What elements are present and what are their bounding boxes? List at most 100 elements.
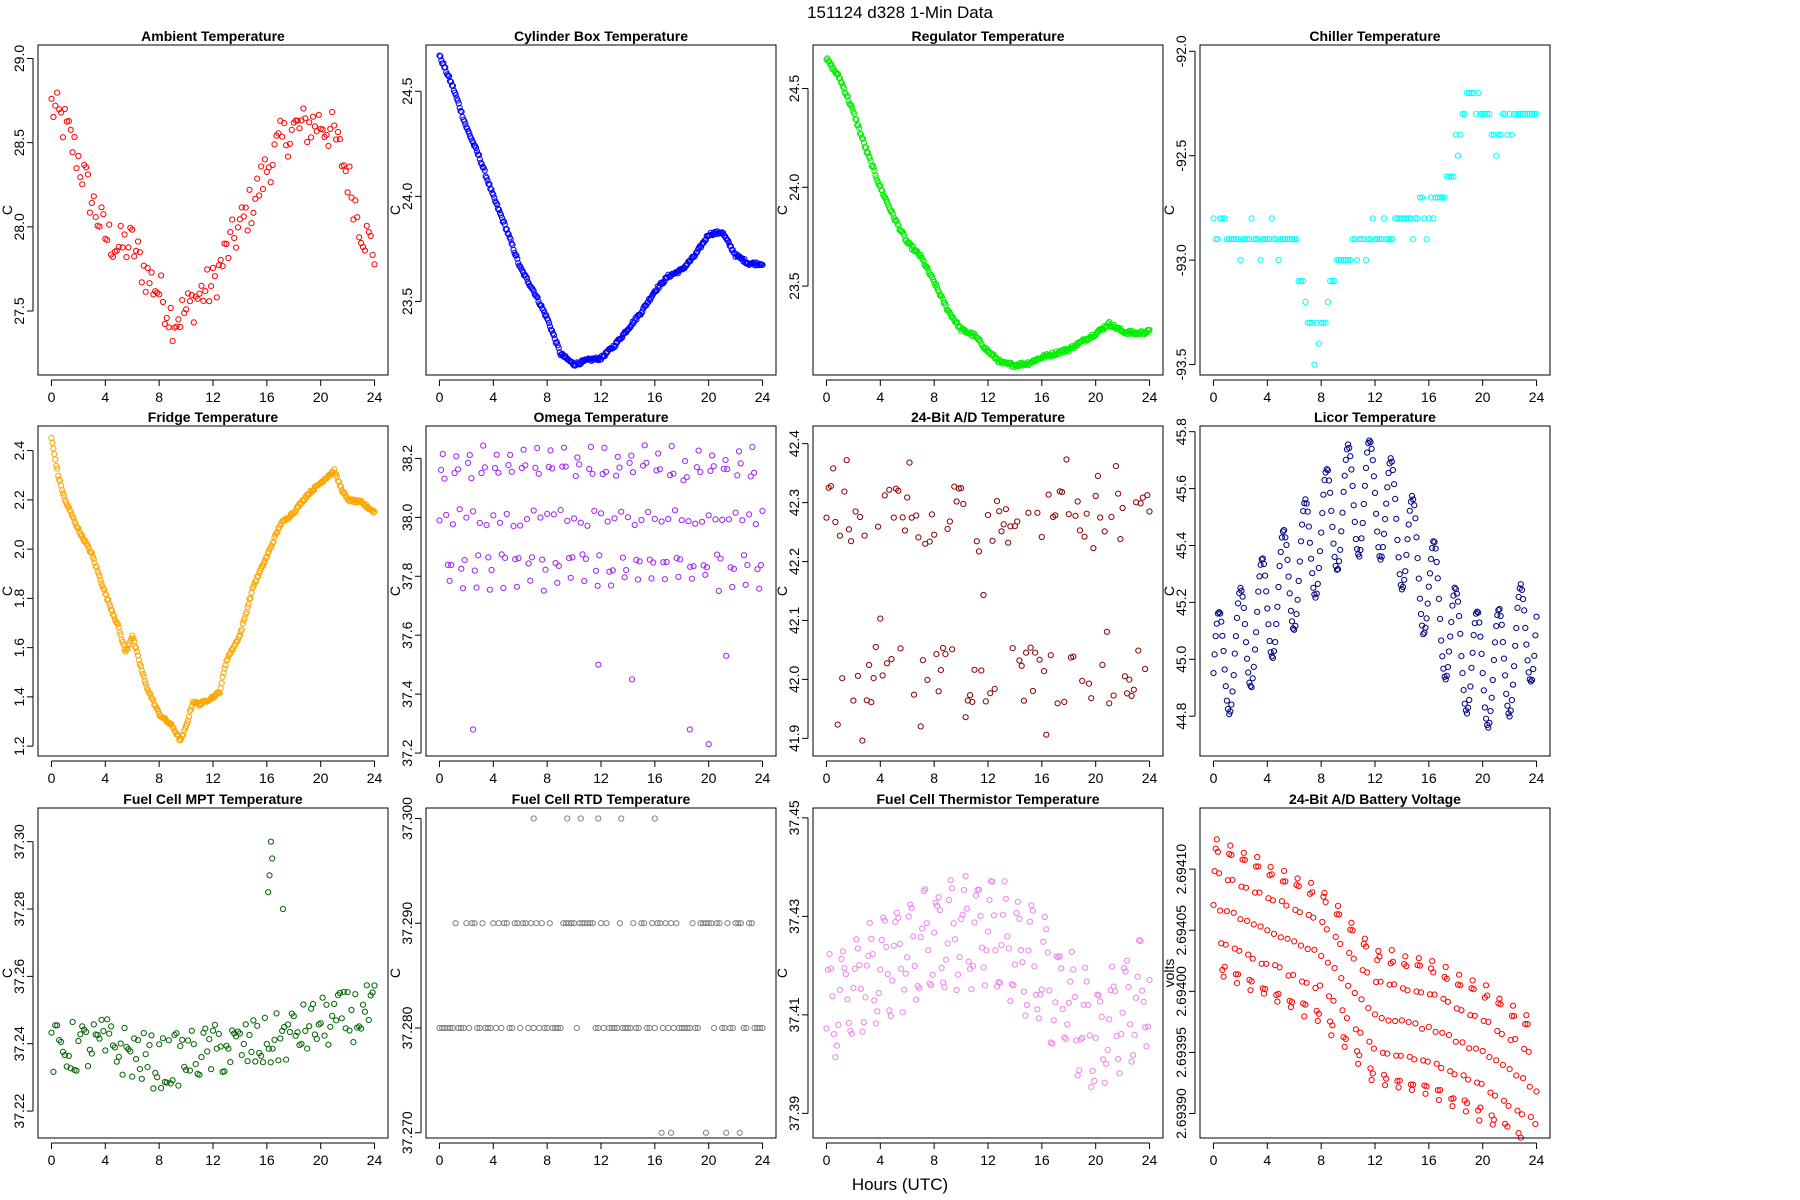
data-point xyxy=(304,1045,311,1052)
data-point xyxy=(1457,982,1464,989)
data-point xyxy=(1244,655,1251,662)
data-point xyxy=(554,579,561,587)
data-point xyxy=(267,1059,274,1066)
data-point xyxy=(603,920,610,927)
data-point xyxy=(1377,978,1384,985)
data-point xyxy=(1038,986,1045,993)
data-point xyxy=(1083,510,1090,517)
data-point xyxy=(651,1024,658,1032)
data-point xyxy=(1055,954,1062,961)
data-point xyxy=(1244,917,1251,925)
data-point xyxy=(1493,1057,1500,1064)
data-point xyxy=(732,509,739,516)
data-point xyxy=(833,1042,841,1049)
data-point xyxy=(1230,909,1237,916)
data-point xyxy=(258,1052,265,1059)
data-point xyxy=(1314,580,1321,588)
data-point xyxy=(1237,584,1244,592)
data-point xyxy=(1011,961,1019,968)
data-point xyxy=(850,697,857,704)
data-point xyxy=(883,660,891,667)
data-point xyxy=(1283,541,1290,549)
data-point xyxy=(1414,215,1421,222)
data-point xyxy=(904,954,911,961)
data-point xyxy=(911,962,918,970)
x-tick-label: 8 xyxy=(543,770,551,786)
data-point xyxy=(901,527,909,534)
data-point xyxy=(284,1021,292,1028)
data-point xyxy=(1322,319,1329,326)
data-point xyxy=(96,1035,103,1042)
data-point xyxy=(1345,441,1352,448)
data-point xyxy=(497,212,505,219)
data-point xyxy=(352,197,359,204)
data-point xyxy=(1143,1043,1150,1050)
data-point xyxy=(619,554,627,561)
data-point xyxy=(635,1024,642,1032)
data-point xyxy=(573,1024,580,1032)
data-point xyxy=(1346,949,1353,957)
y-tick-label: 37.6 xyxy=(399,621,415,648)
data-point xyxy=(943,956,950,963)
data-point xyxy=(1375,947,1382,955)
data-point xyxy=(50,1068,57,1076)
data-point xyxy=(1356,236,1363,243)
data-point xyxy=(1248,978,1255,985)
data-point xyxy=(1371,489,1379,496)
data-point xyxy=(1046,987,1053,994)
data-point xyxy=(48,434,55,441)
data-point xyxy=(567,574,574,581)
data-point xyxy=(557,507,564,514)
data-point xyxy=(198,282,205,289)
data-point xyxy=(1490,657,1498,664)
data-point xyxy=(1288,999,1296,1006)
data-point xyxy=(920,258,927,265)
data-point xyxy=(924,264,931,271)
data-point xyxy=(298,1040,305,1047)
data-point xyxy=(700,562,707,569)
data-point xyxy=(1437,194,1444,201)
data-point xyxy=(832,1054,839,1061)
x-tick-label: 12 xyxy=(205,1152,221,1168)
data-point xyxy=(1119,504,1126,512)
data-point xyxy=(1414,962,1421,969)
data-point xyxy=(333,1017,340,1024)
data-point xyxy=(488,566,495,574)
data-point xyxy=(294,1029,301,1036)
data-point xyxy=(495,920,502,927)
data-point xyxy=(931,929,938,936)
data-point xyxy=(759,507,766,514)
data-point xyxy=(1402,953,1409,960)
panel-title: Cylinder Box Temperature xyxy=(514,28,688,44)
data-point xyxy=(500,218,507,225)
data-point xyxy=(1264,605,1271,612)
data-point xyxy=(1442,676,1449,683)
data-point xyxy=(1493,152,1500,159)
data-point xyxy=(490,191,497,198)
data-point xyxy=(720,465,727,472)
x-tick-label: 0 xyxy=(823,389,831,405)
data-point xyxy=(173,1030,180,1037)
data-point xyxy=(1336,257,1343,264)
data-point xyxy=(1311,361,1318,368)
data-point xyxy=(1297,538,1305,545)
data-point xyxy=(306,119,313,126)
data-point xyxy=(115,1053,122,1060)
data-point xyxy=(1090,545,1097,552)
data-point xyxy=(1054,700,1061,707)
data-point xyxy=(722,456,729,464)
data-point xyxy=(980,964,987,971)
data-point xyxy=(748,920,755,927)
data-point xyxy=(915,534,922,541)
data-point xyxy=(1240,849,1247,856)
data-point xyxy=(236,632,243,639)
data-point xyxy=(1509,1002,1517,1009)
data-point xyxy=(1499,1061,1507,1069)
data-point xyxy=(346,1027,353,1034)
data-point xyxy=(1415,955,1422,962)
data-point xyxy=(167,1080,174,1087)
data-point xyxy=(913,996,920,1003)
data-point xyxy=(889,977,896,984)
data-point xyxy=(1526,1083,1533,1090)
